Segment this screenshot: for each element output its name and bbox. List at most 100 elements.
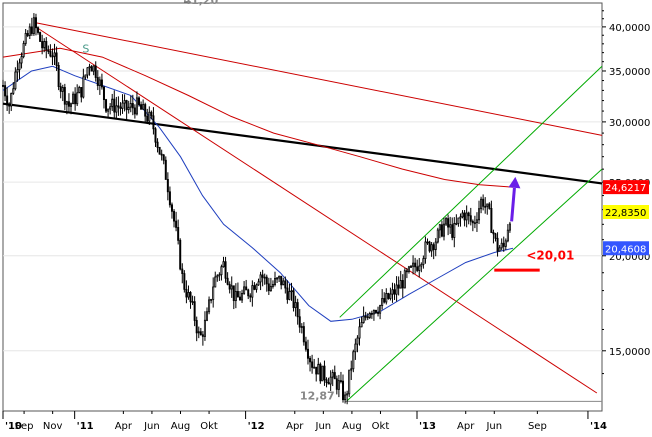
price-label-1: 22,8350 [605, 208, 646, 219]
candle-body [475, 219, 478, 224]
candle-body [344, 394, 347, 401]
candle-body [422, 258, 425, 265]
candle-body [216, 275, 219, 278]
candle-body [49, 51, 52, 57]
candle-body [135, 97, 138, 115]
candle-body [294, 302, 297, 309]
candle-body [261, 274, 264, 278]
candle-body [105, 99, 108, 112]
candle-body [43, 40, 46, 49]
candle-body [451, 224, 454, 238]
candle-body [41, 41, 44, 49]
candle-body [10, 92, 13, 107]
x-tick-label-14: Apr [457, 421, 475, 432]
candle-body [32, 17, 35, 34]
candle-body [131, 103, 134, 109]
trend-lines [2, 22, 603, 401]
candle-body [208, 299, 211, 313]
candle-body [45, 40, 48, 51]
candle-body [486, 203, 489, 207]
candle-body [255, 284, 258, 290]
candle-body [37, 27, 40, 33]
candle-body [148, 111, 151, 122]
price-label-box-1 [603, 205, 649, 220]
arrow-shaft [510, 187, 516, 222]
candle-body [387, 293, 390, 299]
candle-body [88, 66, 91, 69]
trendline-3 [339, 65, 603, 318]
candle-body [214, 276, 217, 288]
candle-body [218, 274, 221, 277]
candle-body [498, 247, 501, 252]
candle-body [265, 276, 268, 285]
candle-body [115, 105, 118, 113]
candle-body [70, 103, 73, 107]
candle-body [381, 298, 384, 306]
candle-body [138, 97, 141, 105]
candle-body [424, 241, 427, 259]
x-tick-label-6: Aug [171, 421, 191, 432]
candle-body [401, 280, 404, 289]
candle-body [490, 208, 493, 233]
candle-body [195, 320, 198, 334]
candle-body [150, 111, 153, 117]
candle-body [243, 286, 246, 294]
candle-body [418, 265, 421, 271]
x-tick-label-5: Jun [143, 421, 160, 432]
trendline-4 [346, 168, 603, 401]
candle-body [210, 298, 213, 301]
candle-body [236, 291, 239, 298]
candle-body [74, 93, 77, 105]
candle-body [86, 67, 89, 76]
candle-body [354, 343, 357, 353]
candle-body [84, 74, 87, 78]
candle-body [164, 159, 167, 180]
candle-body [393, 289, 396, 295]
moving-average-1 [2, 47, 514, 188]
candle-body [230, 285, 233, 290]
candle-body [300, 326, 303, 328]
candle-body [288, 291, 291, 300]
candle-body [206, 311, 209, 321]
candle-body [185, 288, 188, 298]
candle-body [416, 266, 419, 271]
candle-body [508, 223, 511, 231]
candle-body [90, 66, 93, 72]
candle-body [469, 215, 472, 222]
candle-body [78, 87, 81, 94]
candle-body [47, 49, 50, 52]
candle-body [385, 293, 388, 303]
candle-body [168, 191, 171, 206]
candle-body [111, 98, 114, 108]
candle-body [177, 227, 180, 241]
candle-body [356, 337, 359, 345]
x-tick-label-0: '10 [5, 421, 22, 432]
price-label-0: 24,6217 [605, 183, 646, 194]
candle-body [302, 326, 305, 343]
candle-body [482, 198, 485, 207]
candle-body [65, 101, 68, 105]
candle-body [187, 292, 190, 298]
candle-body [121, 102, 124, 109]
candle-body [80, 87, 83, 98]
candle-body [323, 365, 326, 381]
x-tick-label-8: '12 [248, 421, 265, 432]
candle-body [197, 331, 200, 334]
x-tick-label-11: Aug [342, 421, 362, 432]
candle-body [57, 64, 60, 87]
candle-body [76, 92, 79, 105]
candle-body [28, 26, 31, 36]
candle-body [249, 295, 252, 298]
candle-body [317, 363, 320, 375]
x-tick-label-12: Okt [372, 421, 390, 432]
candle-body [410, 265, 413, 268]
arrow-head [508, 176, 521, 189]
target-arrow [508, 176, 521, 222]
candle-body [459, 216, 462, 219]
x-tick-label-1: Sep [15, 421, 34, 432]
candle-body [445, 218, 448, 225]
y-tick-label-2: 30,0000 [609, 118, 650, 129]
candle-body [399, 280, 402, 289]
trendline-1 [35, 22, 603, 136]
candle-body [175, 220, 178, 228]
